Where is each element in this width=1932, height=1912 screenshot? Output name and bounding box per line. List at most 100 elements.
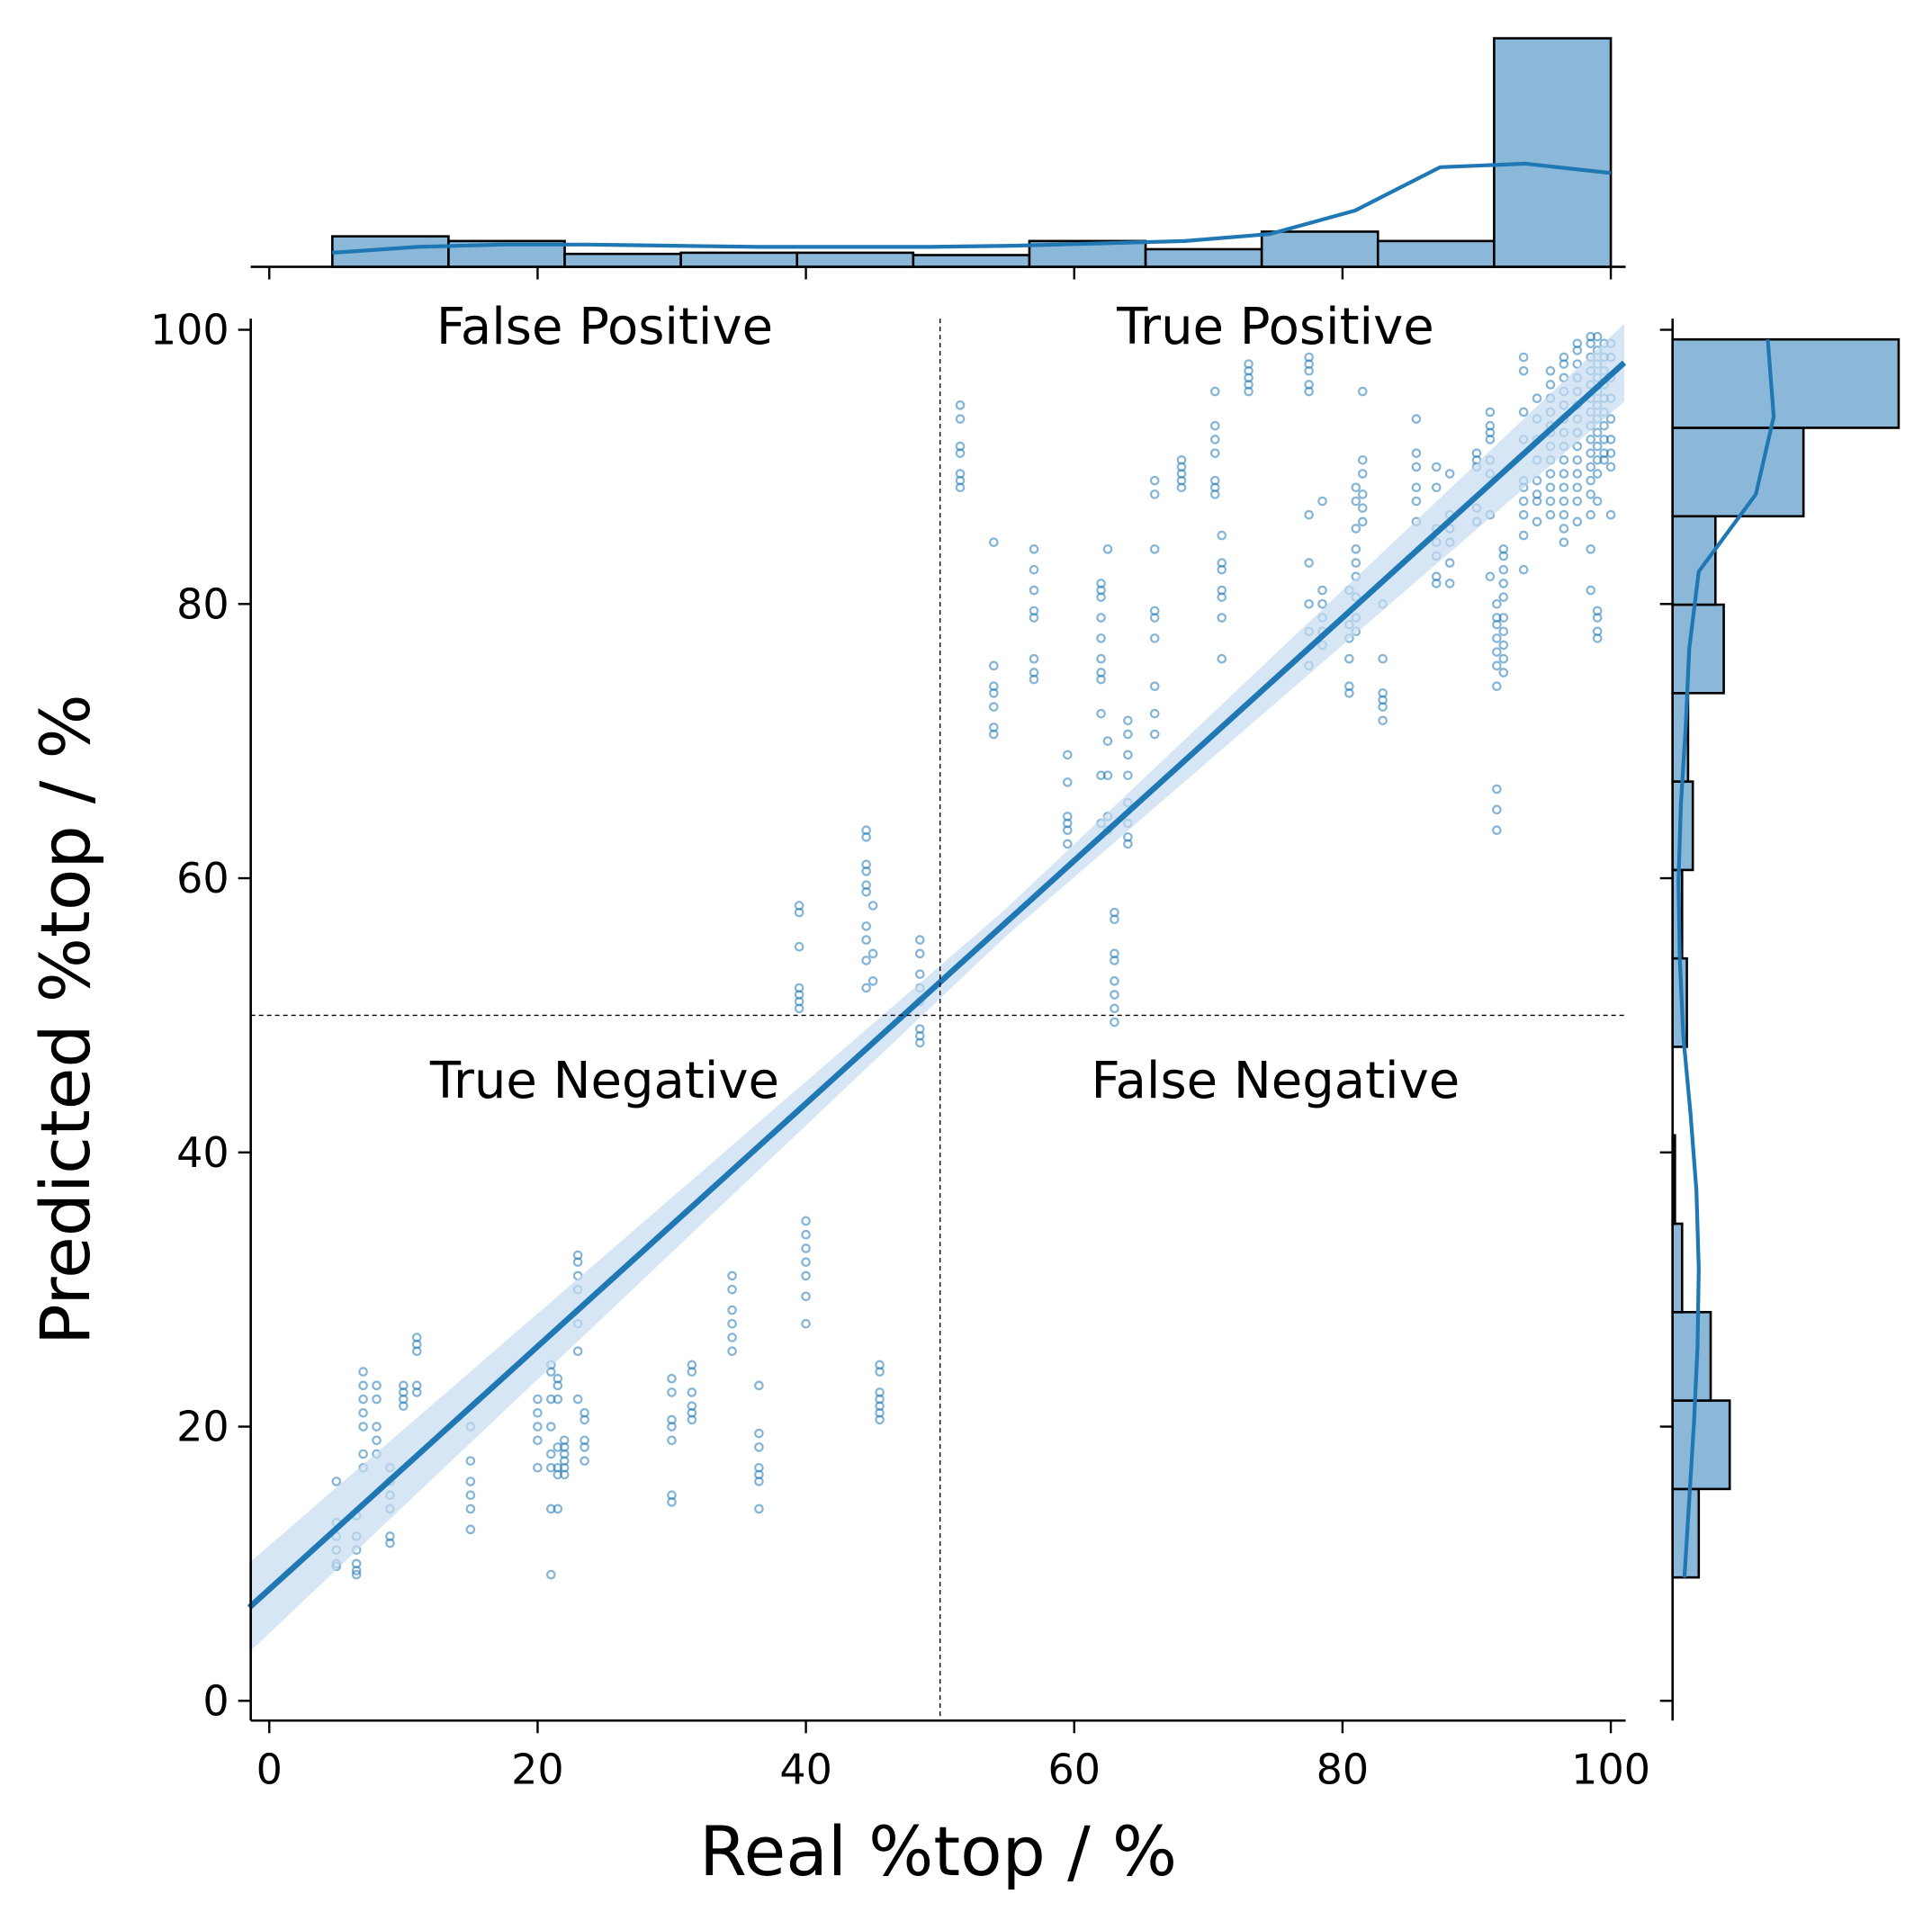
scatter-point: [1498, 564, 1509, 575]
scatter-point: [1304, 598, 1314, 609]
scatter-point: [1102, 544, 1113, 554]
scatter-point: [1492, 825, 1502, 836]
scatter-point: [1411, 482, 1422, 493]
scatter-point: [553, 1394, 563, 1405]
scatter-point: [989, 729, 999, 740]
scatter-point: [1123, 839, 1133, 849]
scatter-point: [1029, 585, 1039, 596]
scatter-point: [1444, 579, 1455, 588]
scatter-point: [572, 1257, 583, 1267]
scatter-point: [1378, 702, 1388, 712]
scatter-point: [989, 660, 999, 671]
scatter-point: [1123, 750, 1133, 760]
scatter-point: [1586, 475, 1596, 486]
scatter-point: [533, 1462, 543, 1473]
right-kde-curve: [1676, 339, 1776, 1578]
scatter-point: [1498, 579, 1509, 588]
scatter-point: [1431, 579, 1442, 588]
scatter-point: [867, 976, 878, 986]
scatter-point: [667, 1435, 677, 1446]
scatter-point: [1545, 380, 1556, 390]
scatter-point: [1518, 564, 1529, 575]
scatter-point: [989, 702, 999, 712]
scatter-point: [867, 948, 878, 959]
scatter-point: [1217, 613, 1227, 623]
scatter-point: [1559, 469, 1569, 479]
y-tick-label: 100: [150, 306, 229, 355]
y-tick-label: 40: [176, 1128, 229, 1177]
right-hist-bar: [1671, 1311, 1712, 1402]
scatter-point: [667, 1373, 677, 1384]
scatter-point: [667, 1497, 677, 1507]
scatter-point: [955, 448, 966, 458]
scatter-point: [533, 1422, 543, 1432]
right-marginal-histogram: [1659, 319, 1901, 1721]
scatter-point: [1586, 435, 1596, 444]
scatter-point: [1592, 441, 1603, 452]
scatter-point: [465, 1490, 476, 1501]
scatter-point: [1572, 482, 1583, 493]
scatter-point: [572, 1346, 583, 1357]
scatter-point: [1592, 496, 1603, 507]
threshold-lines: [250, 319, 1626, 1721]
scatter-point: [1572, 516, 1583, 527]
scatter-point: [580, 1414, 589, 1425]
scatter-point: [580, 1456, 589, 1466]
scatter-point: [1217, 530, 1227, 541]
scatter-point: [411, 1387, 422, 1397]
scatter-point: [861, 983, 871, 993]
scatter-point: [399, 1401, 409, 1411]
scatter-point: [794, 907, 804, 918]
scatter-point: [861, 956, 871, 965]
scatter-point: [1605, 448, 1616, 458]
scatter-point: [1096, 653, 1106, 664]
scatter-point: [1559, 454, 1569, 465]
scatter-point: [358, 1394, 368, 1405]
scatter-point: [1498, 551, 1509, 561]
scatter-point: [1110, 1017, 1119, 1028]
scatter-point: [1492, 598, 1502, 609]
scatter-point: [1317, 496, 1327, 507]
scatter-point: [1431, 462, 1442, 472]
x-tick-label: 80: [1316, 1745, 1370, 1793]
scatter-point: [801, 1318, 811, 1329]
right-hist-bar: [1671, 426, 1805, 518]
scatter-point: [1317, 598, 1327, 609]
scatter-point: [1586, 448, 1596, 458]
scatter-point: [351, 1569, 362, 1580]
scatter-point: [1492, 633, 1502, 643]
scatter-point: [533, 1408, 543, 1418]
scatter-point: [801, 1257, 811, 1267]
scatter-point: [465, 1456, 476, 1466]
scatter-point: [1592, 613, 1603, 623]
scatter-point: [875, 1414, 885, 1425]
scatter-point: [754, 1504, 764, 1514]
scatter-point: [1357, 454, 1368, 465]
scatter-point: [465, 1504, 476, 1514]
scatter-point: [1518, 530, 1529, 541]
scatter-point: [915, 1037, 925, 1048]
right-hist-bar: [1671, 1222, 1684, 1314]
scatter-point: [955, 400, 966, 410]
scatter-point: [358, 1380, 368, 1391]
y-axis-title: Predicted %top / %: [25, 694, 105, 1345]
scatter-point: [875, 1367, 885, 1377]
scatter-point: [1062, 839, 1073, 849]
scatter-point: [1532, 496, 1542, 507]
scatter-point: [861, 832, 871, 842]
scatter-point: [1559, 537, 1569, 548]
scatter-point: [1209, 420, 1220, 431]
scatter-point: [1110, 1003, 1119, 1014]
scatter-point: [1123, 715, 1133, 726]
scatter-point: [1444, 558, 1455, 568]
top-hist-bar: [679, 251, 799, 268]
scatter-point: [1029, 653, 1039, 664]
scatter-point: [1485, 407, 1496, 417]
scatter-point: [1572, 359, 1583, 369]
scatter-point: [533, 1394, 543, 1405]
quadrant-label-false-negative: False Negative: [1092, 1052, 1460, 1110]
scatter-point: [861, 886, 871, 897]
scatter-point: [580, 1442, 589, 1452]
scatter-point: [1217, 564, 1227, 575]
scatter-point: [1586, 489, 1596, 499]
